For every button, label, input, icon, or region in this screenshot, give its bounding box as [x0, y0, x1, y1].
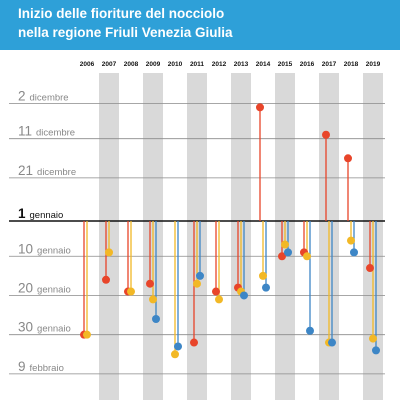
- y-axis-labels: 2 dicembre 11 dicembre 21 dicembre 1 gennaio 10 g…: [18, 88, 76, 373]
- point-red-2007: [102, 275, 110, 284]
- point-yellow-2008: [127, 287, 135, 296]
- year-label-2013: 2013: [234, 61, 249, 68]
- point-yellow-2019: [369, 334, 377, 343]
- year-label-2014: 2014: [256, 61, 271, 68]
- point-yellow-2006: [83, 330, 91, 339]
- y-tick-label-1: 11 dicembre: [18, 124, 75, 139]
- point-blue-2010: [174, 342, 182, 351]
- y-tick-month: dicembre: [37, 167, 76, 178]
- y-tick-month: gennaio: [37, 324, 71, 335]
- point-red-2015: [278, 252, 286, 261]
- point-yellow-2015: [281, 240, 289, 249]
- y-tick-label-6: 30 gennaio: [18, 320, 71, 335]
- y-tick-month: dicembre: [36, 128, 75, 139]
- point-yellow-2011: [193, 279, 201, 288]
- y-tick-day: 10: [18, 241, 33, 256]
- data-points: [80, 103, 380, 359]
- chart-title-line-1: Inizio delle fioriture del nocciolo: [18, 6, 225, 21]
- y-tick-month: dicembre: [30, 92, 69, 103]
- y-tick-day: 9: [18, 359, 26, 374]
- point-yellow-2010: [171, 350, 179, 359]
- point-yellow-2018: [347, 236, 355, 245]
- year-labels: 2006 2007 2008 2009 2010 2011 2012 2013 2014 2015…: [80, 61, 381, 68]
- y-tick-day: 21: [18, 163, 33, 178]
- y-tick-day: 20: [18, 280, 33, 295]
- y-tick-label-7: 9 febbraio: [18, 359, 64, 374]
- point-blue-2014: [262, 283, 270, 292]
- y-tick-label-3: 1 gennaio: [18, 206, 63, 221]
- y-tick-label-2: 21 dicembre: [18, 163, 76, 178]
- year-label-2007: 2007: [102, 61, 117, 68]
- point-blue-2015: [284, 248, 292, 257]
- year-label-2019: 2019: [366, 61, 381, 68]
- point-red-2009: [146, 279, 154, 288]
- year-label-2015: 2015: [278, 61, 293, 68]
- point-red-2012: [212, 287, 220, 296]
- y-tick-month: gennaio: [37, 284, 71, 295]
- year-label-2010: 2010: [168, 61, 183, 68]
- year-label-2008: 2008: [124, 61, 139, 68]
- y-tick-label-4: 10 gennaio: [18, 241, 71, 256]
- point-red-2011: [190, 338, 198, 347]
- y-tick-month: gennaio: [30, 210, 64, 221]
- y-tick-month: gennaio: [37, 245, 71, 256]
- year-label-2012: 2012: [212, 61, 227, 68]
- point-blue-2019: [372, 346, 380, 355]
- year-label-2011: 2011: [190, 61, 204, 68]
- point-blue-2017: [328, 338, 336, 347]
- point-yellow-2007: [105, 248, 113, 257]
- point-blue-2013: [240, 291, 248, 300]
- year-label-2017: 2017: [322, 61, 337, 68]
- year-label-2009: 2009: [146, 61, 161, 68]
- point-yellow-2014: [259, 271, 267, 280]
- point-red-2017: [322, 130, 330, 139]
- y-tick-day: 1: [18, 206, 26, 221]
- year-label-2018: 2018: [344, 61, 359, 68]
- point-red-2014: [256, 103, 264, 112]
- point-blue-2011: [196, 271, 204, 280]
- point-yellow-2016: [303, 252, 311, 261]
- point-red-2018: [344, 154, 352, 163]
- y-tick-day: 2: [18, 88, 26, 103]
- year-label-2006: 2006: [80, 61, 95, 68]
- y-tick-label-0: 2 dicembre: [18, 88, 69, 103]
- point-blue-2016: [306, 326, 314, 335]
- point-blue-2018: [350, 248, 358, 257]
- point-yellow-2009: [149, 295, 157, 304]
- point-red-2019: [366, 264, 374, 273]
- chart-title-line-2: nella regione Friuli Venezia Giulia: [18, 25, 233, 40]
- point-blue-2009: [152, 315, 160, 323]
- y-tick-label-5: 20 gennaio: [18, 280, 71, 295]
- title-bar: Inizio delle fioriture del nocciolo nell…: [0, 0, 400, 50]
- y-tick-day: 11: [18, 124, 32, 139]
- y-tick-day: 30: [18, 320, 33, 335]
- y-tick-month: febbraio: [30, 363, 64, 374]
- year-label-2016: 2016: [300, 61, 315, 68]
- point-yellow-2012: [215, 295, 223, 304]
